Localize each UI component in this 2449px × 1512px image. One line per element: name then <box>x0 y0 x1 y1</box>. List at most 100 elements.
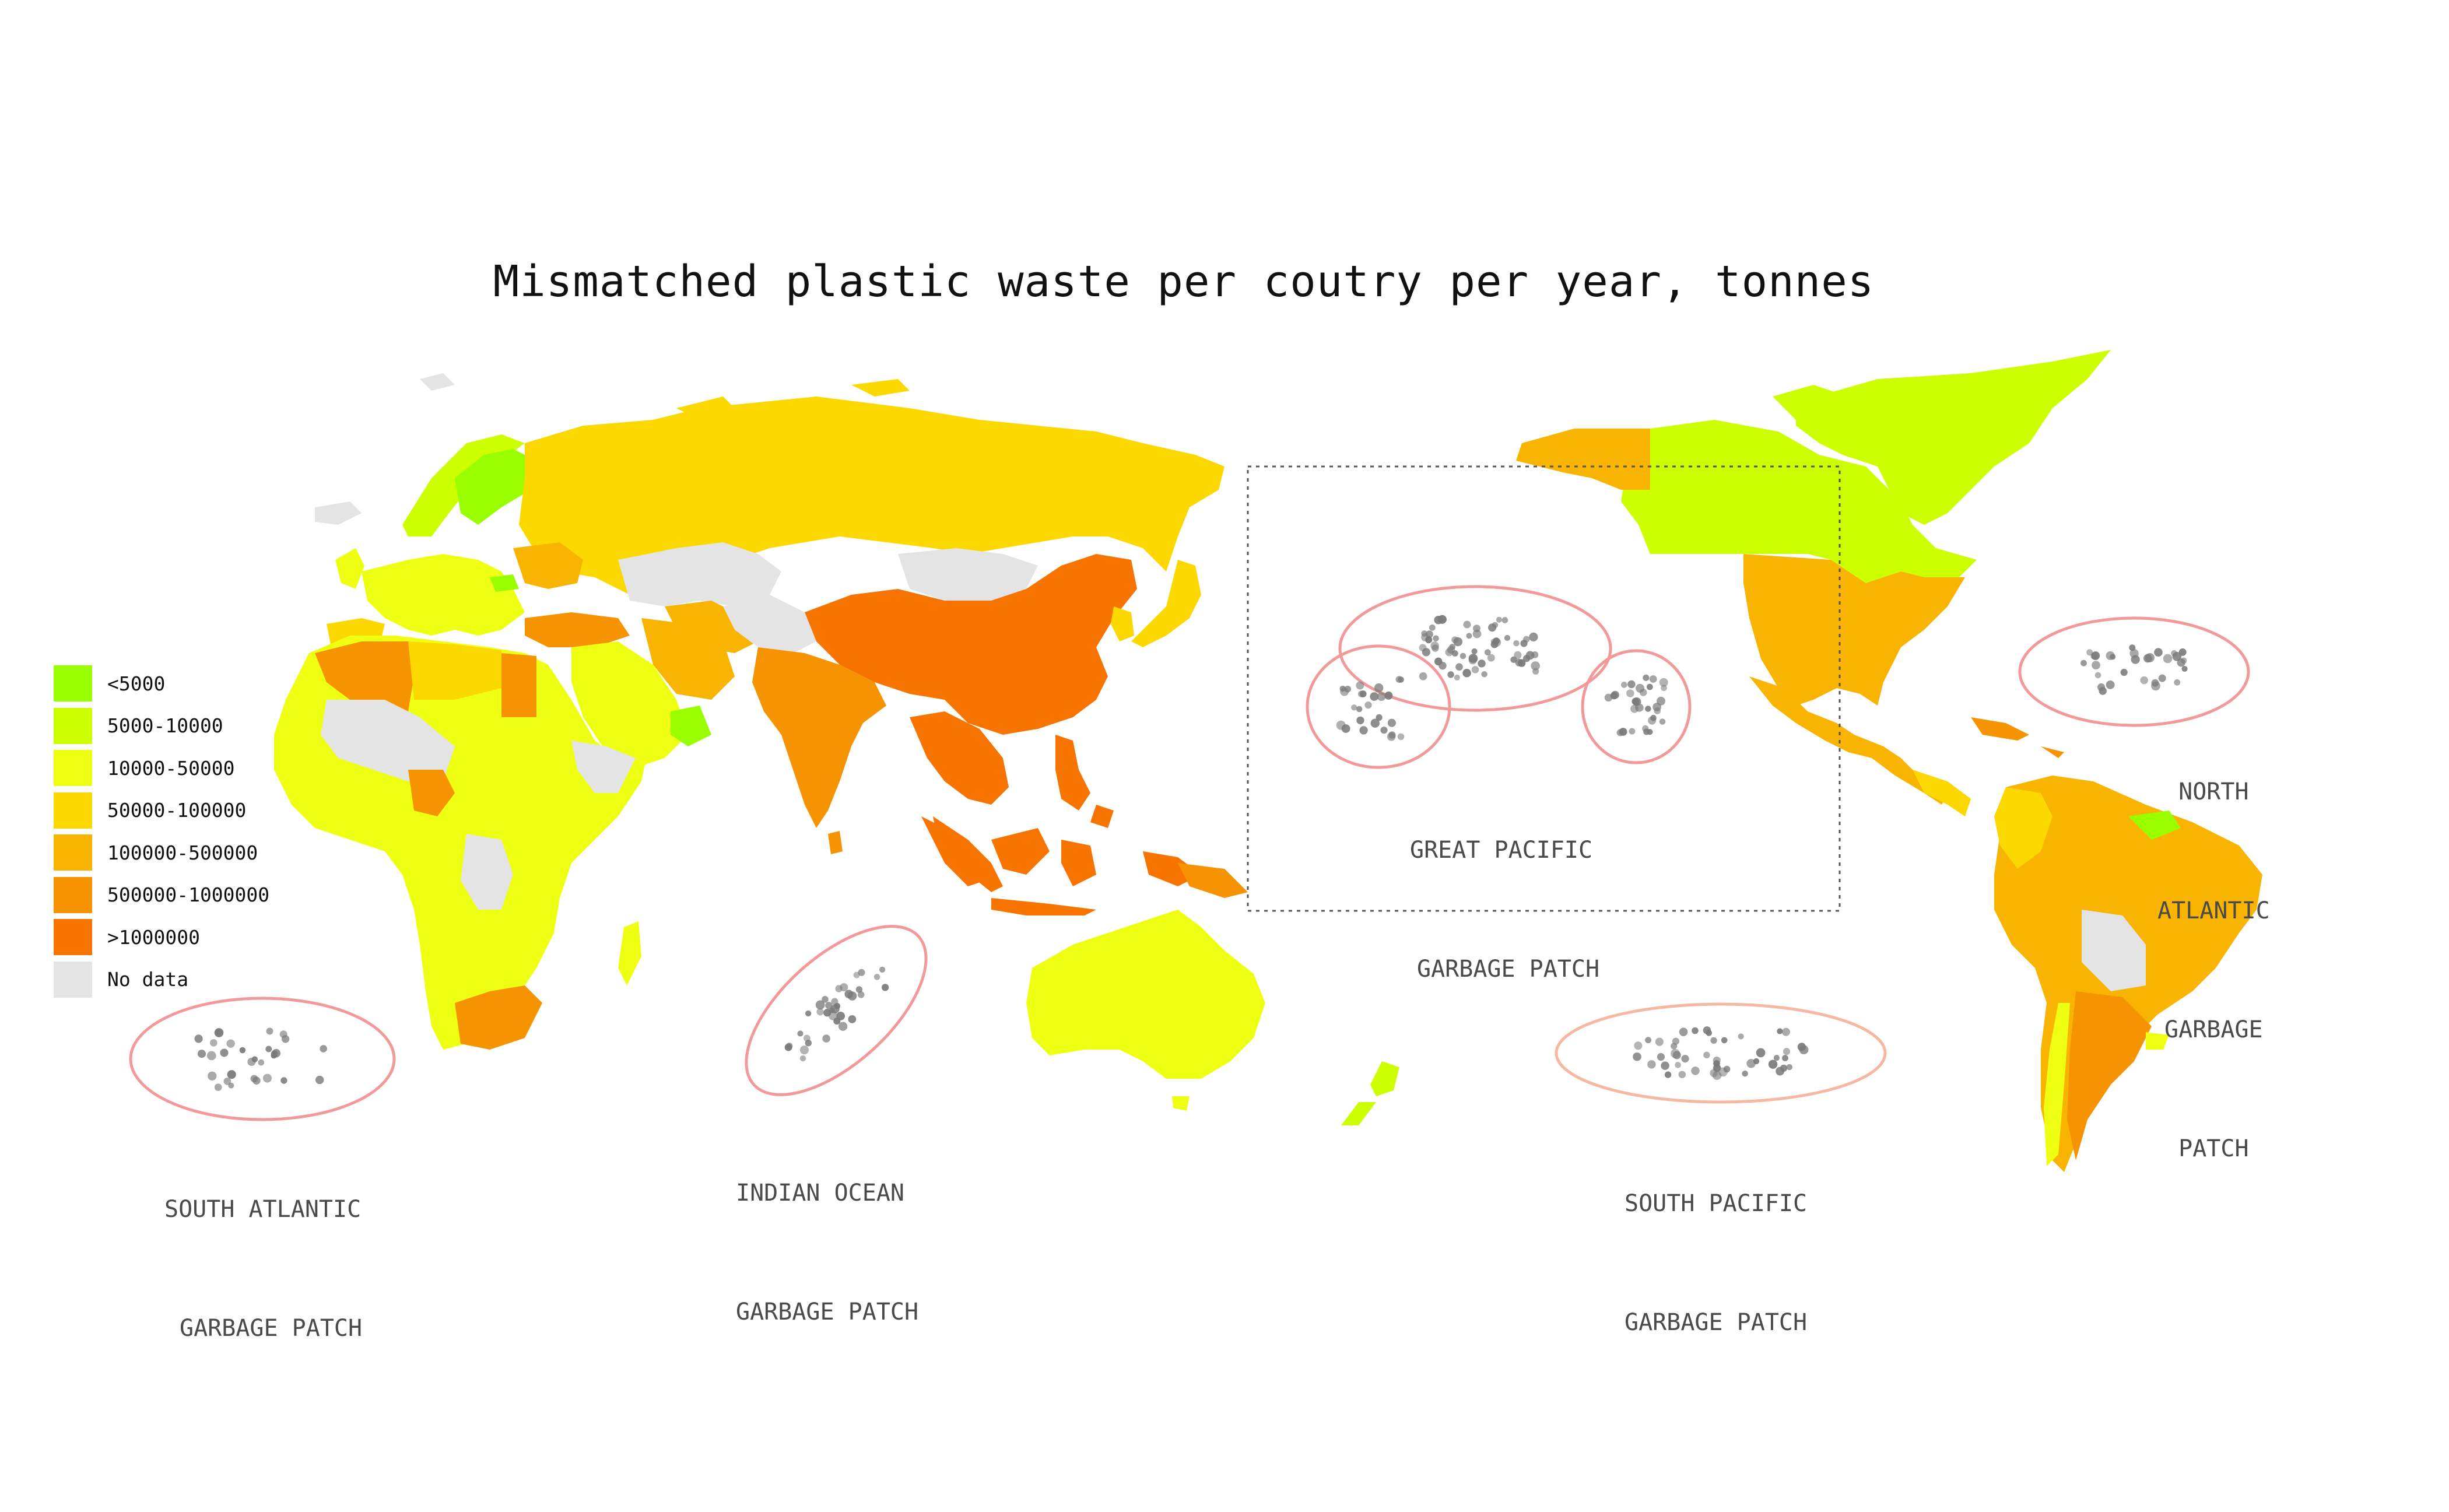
patch-label-line: SOUTH ATLANTIC <box>164 1196 362 1223</box>
region-australia <box>1026 910 1265 1079</box>
debris-dot <box>1710 1069 1718 1078</box>
debris-dot <box>1438 661 1447 670</box>
debris-dot <box>805 1040 812 1047</box>
region-new-zealand <box>1341 1061 1399 1125</box>
debris-dot <box>1710 1037 1717 1044</box>
legend-label: <5000 <box>107 672 166 695</box>
debris-dot <box>1433 635 1439 642</box>
debris-dot <box>227 1070 236 1079</box>
debris-dot <box>1459 652 1466 659</box>
debris-dot <box>2106 651 2115 660</box>
debris-dot <box>2140 676 2148 685</box>
region-guiana <box>2128 811 2181 840</box>
debris-dot <box>2080 659 2087 666</box>
great-pacific-frame <box>1247 465 1841 912</box>
patch-label-line: NORTH <box>2178 778 2249 805</box>
debris-dot <box>1604 693 1613 702</box>
debris-dot <box>2129 649 2139 658</box>
debris-dot <box>1649 675 1657 683</box>
legend-label: 5000-10000 <box>107 714 223 738</box>
region-madagascar <box>618 921 641 985</box>
debris-dot <box>857 991 865 998</box>
debris-dot <box>2145 652 2155 662</box>
debris-dot <box>281 1035 290 1043</box>
debris-dot <box>1713 1056 1721 1065</box>
debris-dot <box>1462 668 1471 678</box>
debris-dot <box>1659 678 1668 687</box>
debris-dot <box>1646 683 1653 690</box>
south-pacific-ellipse <box>1555 1002 1887 1104</box>
debris-dot <box>2171 650 2177 657</box>
debris-dot <box>1645 706 1651 712</box>
legend-swatch <box>54 665 92 702</box>
debris-dot <box>1445 648 1454 657</box>
debris-dot <box>271 1052 277 1059</box>
debris-dot <box>1776 1067 1785 1076</box>
debris-dot <box>280 1077 287 1084</box>
region-russia <box>519 397 1224 595</box>
debris-dot <box>1454 674 1460 680</box>
region-india <box>752 647 886 828</box>
region-turkey <box>525 612 630 647</box>
debris-dot <box>223 1077 231 1085</box>
region-png <box>1178 863 1248 898</box>
debris-dot <box>1481 671 1487 678</box>
debris-dot <box>1532 668 1539 675</box>
region-north-africa-2 <box>408 641 501 700</box>
debris-dot <box>816 1008 824 1016</box>
debris-dot <box>836 1012 845 1020</box>
debris-dot <box>1657 1053 1665 1061</box>
debris-dot <box>1496 616 1502 623</box>
debris-dot <box>1721 1037 1728 1044</box>
south-pacific-label: SOUTH PACIFIC GARBAGE PATCH <box>1625 1104 1807 1382</box>
debris-dot <box>1531 651 1539 658</box>
patch-label-line: ATLANTIC <box>2157 897 2270 924</box>
debris-dot <box>1531 661 1540 671</box>
debris-dot <box>1484 649 1491 656</box>
region-south-africa <box>455 985 542 1050</box>
debris-dot <box>1756 1048 1766 1058</box>
debris-dot <box>1419 672 1427 680</box>
patch-label-line: SOUTH PACIFIC <box>1625 1190 1808 1217</box>
region-argentina <box>2067 991 2152 1160</box>
debris-dot <box>2158 674 2166 682</box>
debris-dot <box>1397 733 1405 741</box>
debris-dot <box>1472 629 1482 639</box>
legend-swatch <box>54 961 92 998</box>
debris-dot <box>1746 1059 1756 1068</box>
region-sweden-finland <box>455 449 536 525</box>
debris-dot <box>1453 637 1463 647</box>
patch-label-line: PATCH <box>2178 1135 2249 1162</box>
debris-dot <box>1471 666 1479 673</box>
debris-dot <box>1517 659 1526 667</box>
region-iceland <box>315 501 362 525</box>
debris-dot <box>1773 1055 1780 1061</box>
debris-dot <box>262 1074 272 1083</box>
debris-dot <box>1648 716 1657 725</box>
debris-dot <box>228 1082 234 1089</box>
debris-dot <box>822 996 829 1003</box>
debris-dot <box>799 1046 809 1055</box>
great-pacific-ellipse-1 <box>1338 585 1612 712</box>
debris-dot <box>1510 656 1517 663</box>
debris-dot <box>2099 687 2107 695</box>
region-colombia <box>1994 787 2052 869</box>
debris-dot <box>881 984 889 991</box>
debris-dot <box>1659 718 1666 725</box>
patch-label-line: GARBAGE PATCH <box>736 1299 919 1325</box>
region-sri-lanka <box>828 831 843 854</box>
legend-item: <5000 <box>54 662 269 705</box>
debris-dot <box>1645 1037 1652 1044</box>
region-venezuela <box>2041 787 2122 828</box>
region-philippines <box>1055 735 1114 828</box>
debris-dot <box>1703 1051 1710 1059</box>
debris-dot <box>1633 1052 1641 1061</box>
great-pacific-label: GREAT PACIFIC GARBAGE PATCH <box>1410 751 1599 1029</box>
region-japan <box>1131 560 1201 647</box>
debris-dot <box>1487 654 1495 662</box>
debris-dot <box>1647 1060 1656 1069</box>
legend-item: No data <box>54 959 269 1001</box>
debris-dot <box>1356 681 1364 690</box>
region-uk <box>335 548 364 589</box>
debris-dot <box>838 1022 848 1031</box>
